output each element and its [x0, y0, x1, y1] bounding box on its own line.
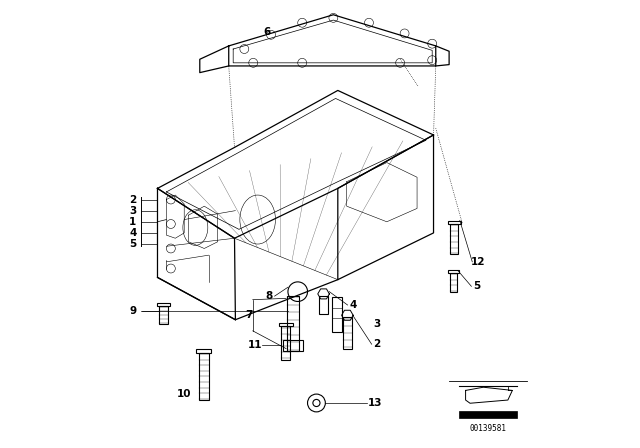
Text: 6: 6 [263, 27, 270, 37]
Bar [451, 224, 458, 254]
Text: 4: 4 [349, 300, 356, 310]
Text: 11: 11 [248, 340, 262, 350]
Text: 2: 2 [373, 339, 381, 349]
Text: 12: 12 [471, 257, 485, 267]
Bar [319, 296, 328, 314]
Text: 3: 3 [373, 319, 381, 329]
Text: 00139581: 00139581 [469, 424, 506, 433]
Bar [157, 303, 170, 306]
Bar [448, 221, 461, 224]
Text: 7: 7 [245, 310, 252, 320]
Text: 3: 3 [129, 206, 136, 215]
Bar [450, 273, 457, 292]
Text: 10: 10 [177, 389, 191, 399]
Bar [448, 270, 460, 273]
Bar [287, 296, 299, 351]
Text: 13: 13 [367, 398, 382, 408]
Text: 2: 2 [129, 194, 136, 205]
Text: 8: 8 [266, 291, 273, 301]
Bar [199, 353, 209, 400]
Bar [459, 411, 516, 418]
Bar [343, 318, 352, 349]
Text: 5: 5 [473, 281, 481, 291]
Bar [332, 297, 342, 332]
Text: 4: 4 [129, 228, 137, 238]
Bar [196, 349, 211, 353]
Bar [283, 340, 303, 351]
Text: 1: 1 [129, 217, 136, 227]
Bar [282, 327, 291, 360]
Text: 5: 5 [129, 239, 136, 249]
Bar [279, 323, 292, 327]
Text: 9: 9 [129, 306, 136, 316]
Bar [159, 306, 168, 324]
